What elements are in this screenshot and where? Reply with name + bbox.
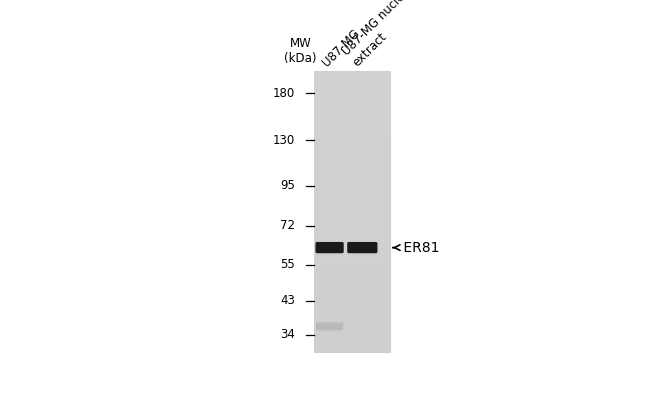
Text: 130: 130 (273, 134, 295, 147)
Text: 72: 72 (280, 219, 295, 232)
FancyBboxPatch shape (316, 322, 343, 330)
Text: MW
(kDa): MW (kDa) (284, 37, 317, 65)
Text: 95: 95 (280, 179, 295, 192)
Text: U87-MG: U87-MG (320, 27, 363, 69)
Text: 43: 43 (280, 294, 295, 307)
Text: 180: 180 (273, 87, 295, 100)
Bar (314, 71, 391, 353)
Text: 34: 34 (280, 328, 295, 341)
FancyBboxPatch shape (315, 242, 344, 253)
Text: ER81: ER81 (398, 241, 439, 255)
Text: U87-MG nuclear
extract: U87-MG nuclear extract (340, 0, 427, 69)
FancyBboxPatch shape (347, 242, 378, 253)
Text: 55: 55 (281, 258, 295, 271)
